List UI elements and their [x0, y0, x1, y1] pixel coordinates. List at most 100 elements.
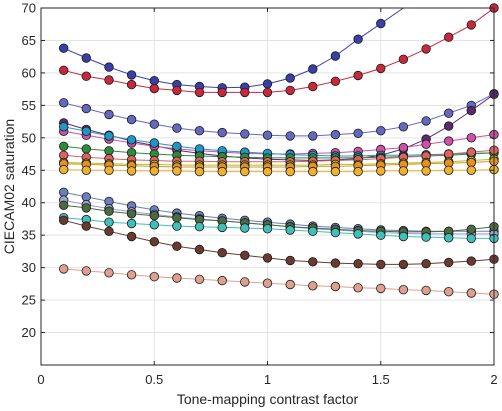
data-point: [217, 166, 227, 177]
data-point: [466, 20, 477, 30]
data-point: [240, 129, 250, 139]
data-point: [81, 71, 92, 81]
data-point: [59, 200, 69, 211]
data-point: [308, 226, 318, 237]
data-point: [262, 79, 273, 89]
series-3: [59, 88, 499, 141]
data-point: [104, 268, 114, 278]
data-point: [444, 149, 454, 159]
data-point: [217, 127, 227, 138]
data-point: [59, 141, 69, 152]
data-point: [240, 250, 250, 261]
data-point: [194, 244, 205, 255]
data-point: [444, 136, 454, 146]
data-point: [59, 122, 69, 132]
y-tick-label: 65: [22, 33, 36, 48]
series-16: [59, 215, 499, 270]
data-point: [353, 259, 363, 269]
data-point: [444, 233, 454, 243]
data-point: [376, 166, 386, 176]
data-point: [240, 277, 250, 287]
data-point: [421, 232, 431, 242]
data-point: [353, 34, 363, 44]
data-point: [421, 166, 431, 176]
data-point: [466, 233, 477, 244]
data-point: [421, 139, 431, 150]
data-point: [398, 285, 409, 295]
data-point: [81, 165, 92, 176]
data-point: [217, 222, 227, 233]
data-point: [285, 225, 295, 235]
data-point: [308, 166, 318, 177]
data-point: [217, 275, 227, 286]
y-tick-label: 50: [22, 130, 36, 145]
data-point: [330, 166, 341, 177]
data-point: [172, 241, 182, 251]
data-point: [59, 215, 69, 226]
data-point: [81, 103, 92, 114]
data-point: [330, 258, 341, 268]
data-point: [172, 166, 182, 176]
data-point: [421, 259, 431, 269]
y-tick-label: 40: [22, 195, 36, 210]
data-point: [398, 166, 409, 176]
data-point: [104, 165, 114, 176]
y-tick-label: 70: [22, 1, 36, 16]
data-point: [149, 166, 160, 176]
data-point: [172, 273, 182, 283]
data-point: [81, 221, 92, 231]
data-point: [466, 105, 477, 116]
data-point: [59, 264, 69, 274]
data-point: [126, 79, 137, 90]
y-tick-label: 55: [22, 98, 36, 113]
data-point: [172, 221, 182, 231]
tick-marks: [40, 7, 495, 365]
data-point: [149, 83, 160, 94]
data-point: [353, 128, 363, 139]
data-point: [285, 73, 295, 83]
data-point: [217, 247, 227, 258]
data-point: [466, 256, 477, 266]
data-point: [172, 212, 182, 223]
data-point: [126, 135, 137, 145]
data-point: [149, 236, 160, 247]
y-tick-label: 45: [22, 163, 36, 178]
data-point: [444, 32, 454, 42]
data-point: [398, 231, 409, 242]
data-point: [126, 166, 137, 176]
data-point: [194, 125, 205, 136]
data-point: [466, 147, 477, 157]
data-point: [240, 87, 250, 98]
data-point: [149, 272, 160, 282]
data-point: [444, 165, 454, 176]
data-point: [376, 230, 386, 240]
x-tick-label: 0: [37, 372, 44, 387]
data-point: [262, 166, 273, 177]
data-point: [59, 65, 69, 76]
data-point: [149, 119, 160, 129]
data-point: [330, 51, 341, 61]
data-point: [81, 53, 92, 63]
data-point: [376, 125, 386, 136]
data-point: [126, 270, 137, 280]
data-point: [285, 131, 295, 141]
data-point: [126, 114, 137, 125]
data-point: [262, 278, 273, 288]
data-point: [376, 259, 386, 270]
data-point: [353, 70, 363, 81]
data-point: [376, 283, 386, 294]
data-point: [240, 223, 250, 233]
data-point: [59, 43, 69, 53]
data-point: [466, 165, 477, 176]
data-point: [398, 122, 409, 132]
series-11: [59, 164, 499, 177]
data-point: [217, 87, 227, 98]
series-17: [59, 264, 499, 299]
data-point: [81, 192, 92, 202]
data-point: [262, 253, 273, 263]
series-line: [63, 7, 404, 89]
data-point: [240, 166, 250, 177]
data-point: [104, 146, 114, 156]
data-point: [81, 203, 92, 213]
